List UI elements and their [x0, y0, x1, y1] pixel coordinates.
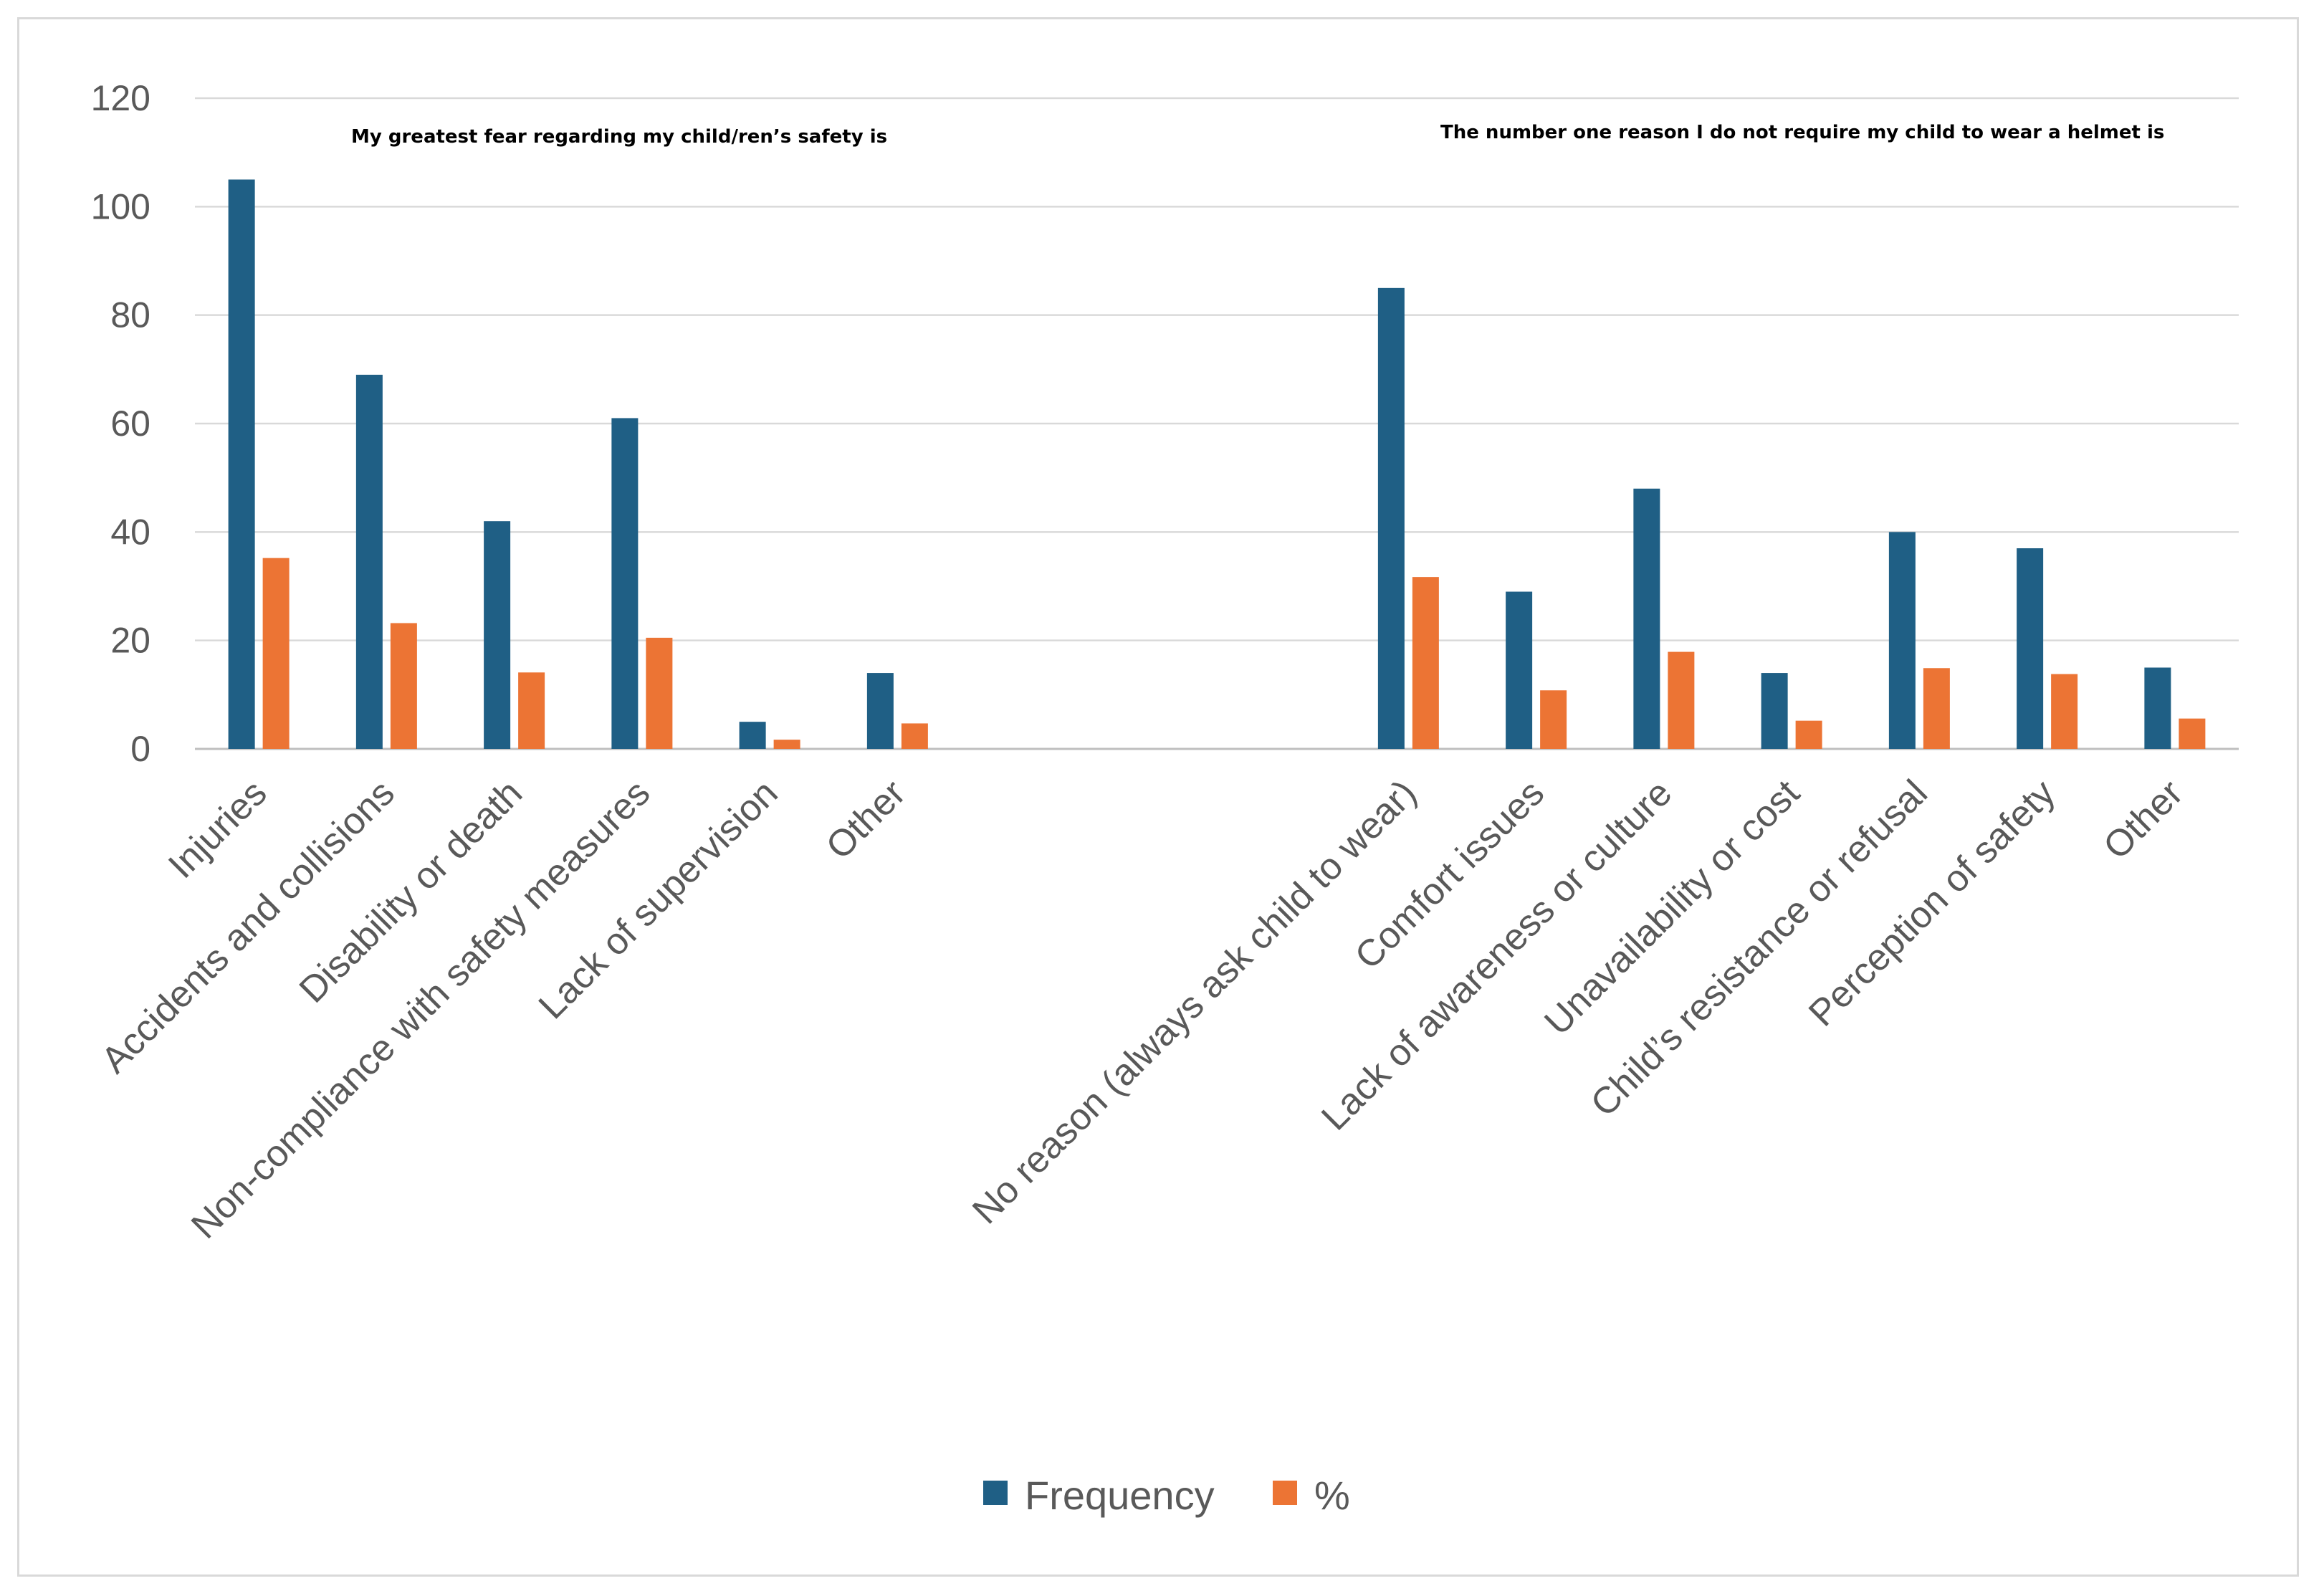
bar-percent [1668, 651, 1695, 749]
bar-percent [262, 558, 290, 749]
y-axis-ticks: 0 20 40 60 80 100 120 [91, 78, 150, 769]
bar-percent [518, 672, 545, 749]
x-category-label: Non-compliance with safety measures [183, 772, 658, 1246]
bar-percent [1795, 720, 1822, 749]
bars [228, 179, 2206, 749]
legend-label-percent: % [1314, 1473, 1350, 1518]
x-category-label: Disability or death [292, 772, 530, 1010]
bar-percent [773, 740, 800, 749]
chart-frame [17, 17, 2299, 1577]
legend-swatch-frequency [983, 1481, 1008, 1505]
y-tick-label: 120 [91, 78, 150, 118]
bar-frequency [1506, 591, 1533, 749]
bar-frequency [1761, 673, 1788, 749]
bar-frequency [611, 418, 639, 749]
x-category-label: Unavailability or cost [1536, 772, 1808, 1043]
x-category-label: Injuries [161, 772, 275, 887]
bar-frequency [355, 374, 383, 749]
y-tick-label: 0 [130, 729, 150, 769]
x-category-label: No reason (always ask child to wear) [965, 772, 1425, 1232]
bar-frequency [484, 521, 511, 749]
annotation-left: My greatest fear regarding my child/ren’… [351, 126, 887, 148]
bar-frequency [1633, 488, 1660, 749]
bar-percent [2179, 718, 2206, 749]
y-tick-label: 80 [110, 295, 150, 335]
bar-frequency [739, 722, 766, 749]
legend-label-frequency: Frequency [1025, 1473, 1215, 1518]
y-tick-label: 40 [110, 512, 150, 552]
bar-percent [901, 723, 928, 749]
bar-percent [1412, 577, 1439, 749]
annotations: My greatest fear regarding my child/ren’… [351, 122, 2164, 148]
x-category-label: Lack of supervision [531, 772, 786, 1027]
y-tick-label: 60 [110, 403, 150, 444]
bar-percent [1540, 690, 1567, 749]
bar-percent [646, 637, 673, 749]
y-tick-label: 20 [110, 621, 150, 661]
x-category-label: Perception of safety [1801, 772, 2063, 1034]
x-category-label: Other [2095, 772, 2191, 867]
bar-percent [390, 623, 417, 749]
x-category-label: Other [818, 772, 914, 867]
bar-frequency [228, 179, 255, 749]
bar-frequency [1377, 287, 1405, 749]
bar-percent [2051, 674, 2078, 749]
bar-frequency [1888, 532, 1916, 749]
y-tick-label: 100 [91, 186, 150, 226]
bar-frequency [866, 673, 894, 749]
legend: Frequency% [983, 1473, 1350, 1518]
annotation-right: The number one reason I do not require m… [1440, 122, 2164, 143]
bar-frequency [2017, 548, 2044, 749]
legend-swatch-percent [1273, 1481, 1297, 1505]
bar-frequency [2144, 667, 2171, 749]
bar-percent [1923, 668, 1950, 749]
